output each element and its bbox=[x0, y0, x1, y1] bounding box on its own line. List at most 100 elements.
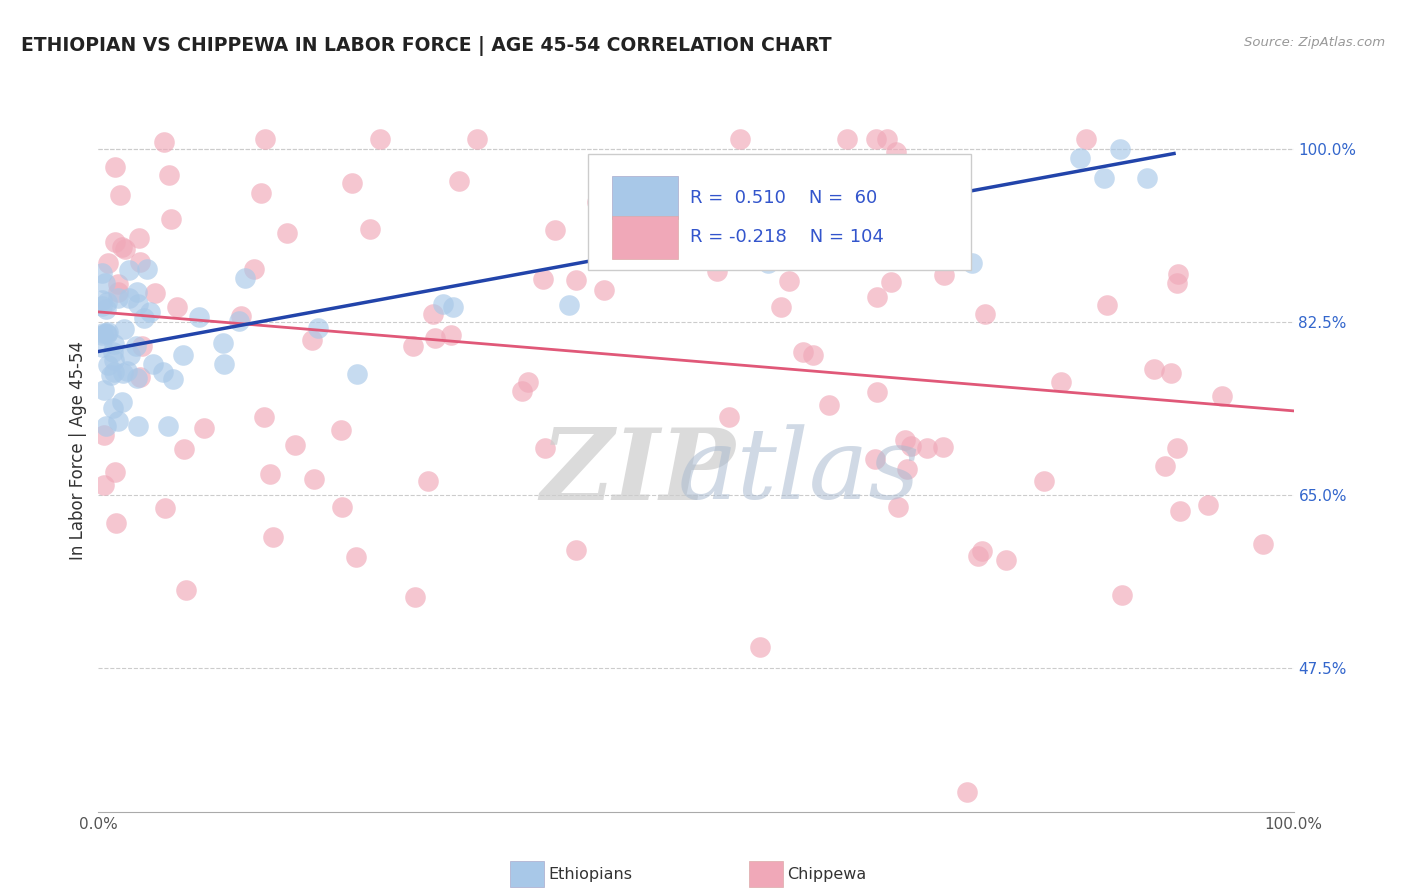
Point bbox=[103, 365, 125, 379]
Point bbox=[534, 441, 557, 455]
Point bbox=[143, 285, 166, 300]
Point bbox=[94, 326, 117, 341]
Point bbox=[128, 230, 150, 244]
Point bbox=[330, 500, 353, 514]
Point bbox=[142, 357, 165, 371]
Point bbox=[118, 348, 141, 362]
Point bbox=[135, 262, 157, 277]
Text: Ethiopians: Ethiopians bbox=[548, 867, 633, 881]
Point bbox=[1167, 267, 1189, 281]
Point bbox=[962, 256, 984, 270]
FancyBboxPatch shape bbox=[589, 154, 972, 269]
Point bbox=[112, 322, 135, 336]
Point bbox=[586, 195, 609, 210]
Point bbox=[307, 321, 329, 335]
Point bbox=[107, 285, 129, 300]
Point bbox=[104, 235, 127, 249]
Point bbox=[865, 131, 887, 145]
Point bbox=[866, 290, 889, 304]
Point bbox=[262, 530, 284, 544]
Point bbox=[125, 285, 148, 300]
Point bbox=[101, 345, 124, 359]
Point bbox=[96, 302, 118, 317]
Point bbox=[114, 242, 136, 256]
Point bbox=[111, 395, 134, 409]
Point bbox=[127, 297, 149, 311]
Point bbox=[896, 462, 918, 476]
Point bbox=[717, 410, 740, 425]
Point bbox=[259, 467, 281, 482]
Point bbox=[131, 339, 153, 353]
Point bbox=[340, 176, 363, 190]
Point bbox=[91, 339, 114, 353]
FancyBboxPatch shape bbox=[613, 176, 678, 219]
Point bbox=[593, 283, 616, 297]
Point bbox=[516, 376, 538, 390]
Point bbox=[770, 300, 793, 314]
Point bbox=[900, 439, 922, 453]
Point bbox=[111, 240, 134, 254]
Point bbox=[276, 227, 298, 241]
Point bbox=[103, 336, 125, 351]
Point bbox=[866, 385, 889, 400]
Point bbox=[558, 297, 581, 311]
Point bbox=[127, 418, 149, 433]
Point bbox=[449, 173, 471, 187]
Point bbox=[129, 255, 152, 269]
Point bbox=[93, 277, 115, 291]
Point bbox=[100, 368, 122, 383]
Point bbox=[97, 256, 120, 270]
Point bbox=[104, 516, 127, 531]
Point bbox=[91, 327, 114, 342]
Point bbox=[172, 348, 194, 362]
Text: R = -0.218    N = 104: R = -0.218 N = 104 bbox=[690, 228, 884, 246]
Point bbox=[242, 261, 264, 276]
Point bbox=[755, 202, 778, 217]
Point bbox=[1074, 131, 1097, 145]
Point bbox=[228, 314, 250, 328]
Point bbox=[346, 367, 368, 381]
Point bbox=[879, 276, 901, 290]
Point bbox=[974, 307, 997, 321]
Point bbox=[932, 268, 955, 282]
Point bbox=[233, 271, 256, 285]
Point bbox=[104, 160, 127, 174]
Point bbox=[432, 297, 454, 311]
Point bbox=[139, 304, 162, 318]
Point bbox=[803, 212, 825, 227]
Point bbox=[173, 442, 195, 456]
Point bbox=[107, 414, 129, 428]
Point bbox=[153, 135, 176, 149]
Point bbox=[1166, 276, 1188, 290]
Point bbox=[301, 333, 323, 347]
Point bbox=[422, 307, 444, 321]
Point bbox=[835, 131, 858, 145]
Point bbox=[416, 474, 439, 488]
Point bbox=[792, 345, 814, 359]
Point bbox=[1032, 474, 1054, 488]
Text: atlas: atlas bbox=[678, 425, 921, 520]
Point bbox=[441, 300, 464, 314]
Point bbox=[329, 423, 352, 437]
Point bbox=[1143, 362, 1166, 376]
Point bbox=[128, 370, 150, 384]
Point bbox=[96, 326, 118, 341]
Point bbox=[249, 186, 271, 201]
Point bbox=[253, 410, 276, 425]
Point bbox=[1166, 441, 1188, 455]
Text: ETHIOPIAN VS CHIPPEWA IN LABOR FORCE | AGE 45-54 CORRELATION CHART: ETHIOPIAN VS CHIPPEWA IN LABOR FORCE | A… bbox=[21, 36, 832, 55]
Point bbox=[404, 590, 426, 604]
Point bbox=[157, 168, 180, 182]
Point bbox=[125, 371, 148, 385]
Point bbox=[93, 428, 115, 442]
Text: Chippewa: Chippewa bbox=[787, 867, 866, 881]
Point bbox=[107, 277, 129, 291]
Point bbox=[756, 256, 779, 270]
Point bbox=[108, 188, 131, 202]
Point bbox=[359, 222, 381, 236]
Point bbox=[107, 291, 129, 305]
Point bbox=[801, 348, 824, 362]
Point bbox=[1049, 375, 1071, 389]
Point bbox=[818, 398, 841, 412]
Point bbox=[104, 465, 127, 479]
